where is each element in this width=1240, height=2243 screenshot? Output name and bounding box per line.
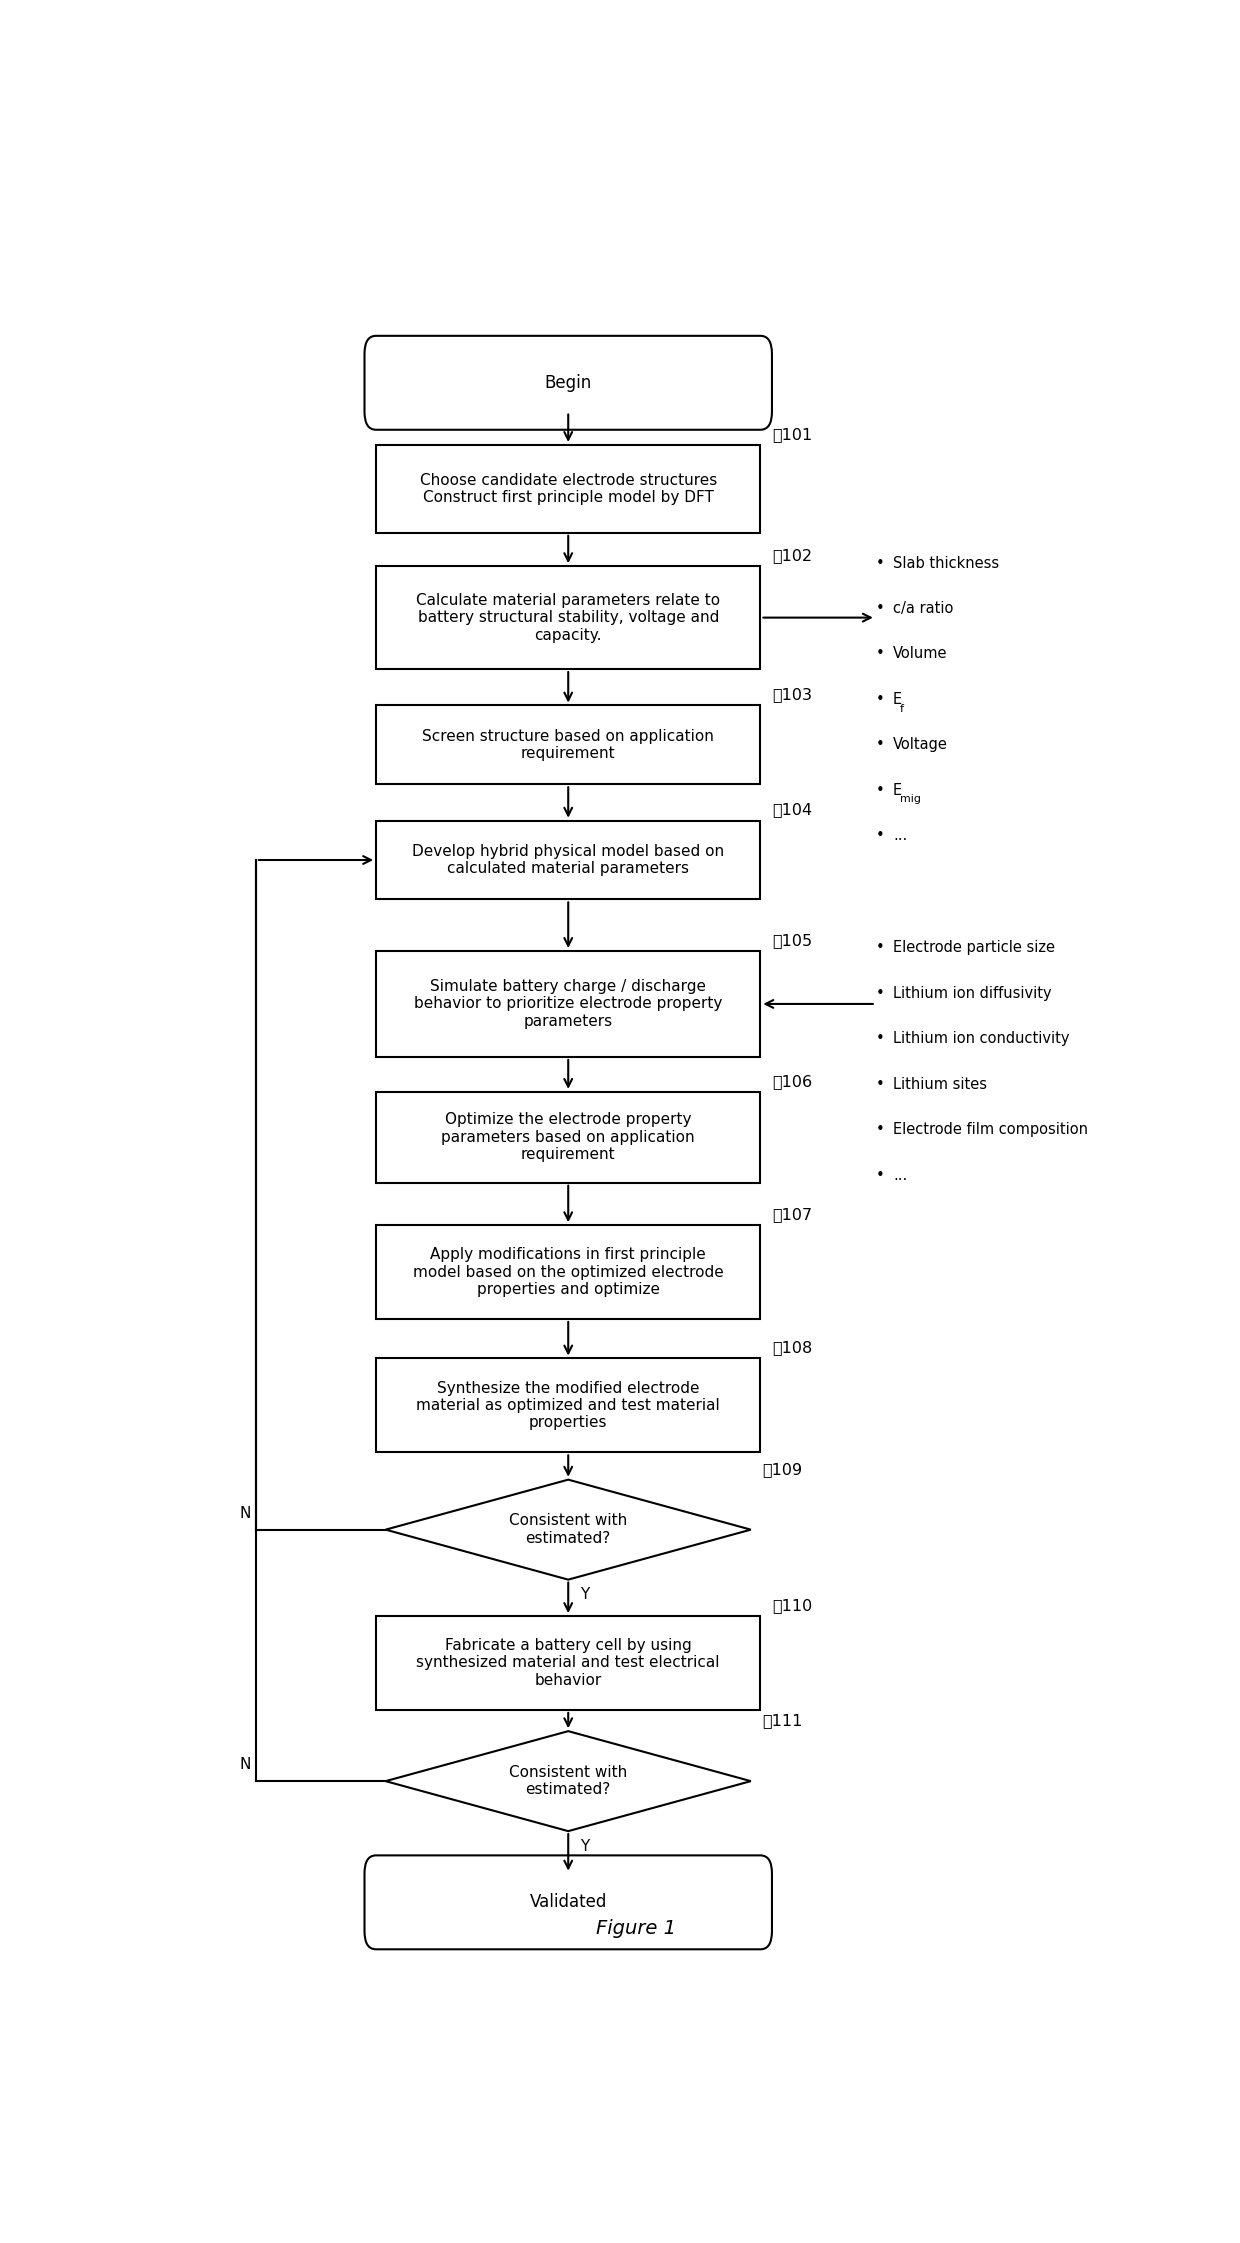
- Text: ⌣105: ⌣105: [773, 933, 812, 949]
- Text: Screen structure based on application
requirement: Screen structure based on application re…: [423, 729, 714, 760]
- Text: Consistent with
estimated?: Consistent with estimated?: [510, 1765, 627, 1797]
- Text: Lithium ion diffusivity: Lithium ion diffusivity: [893, 987, 1052, 1000]
- Text: •: •: [877, 1169, 885, 1182]
- Text: ⌣106: ⌣106: [773, 1074, 812, 1088]
- Text: Develop hybrid physical model based on
calculated material parameters: Develop hybrid physical model based on c…: [412, 843, 724, 877]
- FancyBboxPatch shape: [365, 336, 773, 431]
- Text: Electrode particle size: Electrode particle size: [893, 940, 1055, 956]
- Text: Choose candidate electrode structures
Construct first principle model by DFT: Choose candidate electrode structures Co…: [419, 473, 717, 505]
- Text: •: •: [877, 556, 885, 570]
- Bar: [376, 444, 760, 534]
- Text: ...: ...: [893, 1169, 908, 1182]
- Text: •: •: [877, 1032, 885, 1045]
- Text: •: •: [877, 828, 885, 843]
- FancyBboxPatch shape: [365, 1855, 773, 1949]
- Bar: [376, 1615, 760, 1709]
- Text: N: N: [239, 1756, 250, 1772]
- Text: •: •: [877, 783, 885, 799]
- Text: c/a ratio: c/a ratio: [893, 601, 954, 617]
- Bar: [376, 1225, 760, 1319]
- Text: Fabricate a battery cell by using
synthesized material and test electrical
behav: Fabricate a battery cell by using synthe…: [417, 1637, 720, 1689]
- Bar: [376, 951, 760, 1056]
- Text: •: •: [877, 691, 885, 707]
- Text: •: •: [877, 1122, 885, 1137]
- Text: Lithium ion conductivity: Lithium ion conductivity: [893, 1032, 1070, 1045]
- Text: •: •: [877, 646, 885, 662]
- Polygon shape: [386, 1732, 751, 1830]
- Text: ...: ...: [893, 828, 908, 843]
- Text: Voltage: Voltage: [893, 738, 947, 751]
- Text: f: f: [900, 704, 904, 713]
- Text: Slab thickness: Slab thickness: [893, 556, 999, 570]
- Bar: [376, 1359, 760, 1453]
- Text: Apply modifications in first principle
model based on the optimized electrode
pr: Apply modifications in first principle m…: [413, 1247, 724, 1296]
- Bar: [376, 821, 760, 899]
- Text: ⌣103: ⌣103: [773, 686, 812, 702]
- Text: E: E: [893, 691, 903, 707]
- Text: ⌣108: ⌣108: [773, 1341, 812, 1355]
- Text: mig: mig: [900, 794, 920, 805]
- Bar: [376, 1092, 760, 1182]
- Text: •: •: [877, 940, 885, 956]
- Text: ⌣104: ⌣104: [773, 803, 812, 819]
- Text: •: •: [877, 601, 885, 617]
- Text: ⌣109: ⌣109: [763, 1462, 802, 1476]
- Text: Simulate battery charge / discharge
behavior to prioritize electrode property
pa: Simulate battery charge / discharge beha…: [414, 978, 723, 1030]
- Text: •: •: [877, 987, 885, 1000]
- Text: Figure 1: Figure 1: [595, 1918, 676, 1938]
- Text: Electrode film composition: Electrode film composition: [893, 1122, 1087, 1137]
- Polygon shape: [386, 1480, 751, 1579]
- Text: ⌣107: ⌣107: [773, 1207, 812, 1222]
- Bar: [376, 565, 760, 668]
- Bar: [376, 707, 760, 785]
- Text: Validated: Validated: [529, 1893, 606, 1911]
- Text: •: •: [877, 738, 885, 751]
- Text: Lithium sites: Lithium sites: [893, 1077, 987, 1092]
- Text: Volume: Volume: [893, 646, 947, 662]
- Text: Begin: Begin: [544, 375, 591, 393]
- Text: Consistent with
estimated?: Consistent with estimated?: [510, 1514, 627, 1545]
- Text: E: E: [893, 783, 903, 799]
- Text: N: N: [239, 1505, 250, 1521]
- Text: Optimize the electrode property
parameters based on application
requirement: Optimize the electrode property paramete…: [441, 1113, 696, 1162]
- Text: ⌣101: ⌣101: [773, 426, 812, 442]
- Text: ⌣111: ⌣111: [763, 1714, 802, 1727]
- Text: Y: Y: [580, 1839, 589, 1853]
- Text: ⌣110: ⌣110: [773, 1597, 812, 1613]
- Text: ⌣102: ⌣102: [773, 547, 812, 563]
- Text: Synthesize the modified electrode
material as optimized and test material
proper: Synthesize the modified electrode materi…: [417, 1379, 720, 1431]
- Text: Calculate material parameters relate to
battery structural stability, voltage an: Calculate material parameters relate to …: [417, 592, 720, 641]
- Text: •: •: [877, 1077, 885, 1092]
- Text: Y: Y: [580, 1588, 589, 1602]
